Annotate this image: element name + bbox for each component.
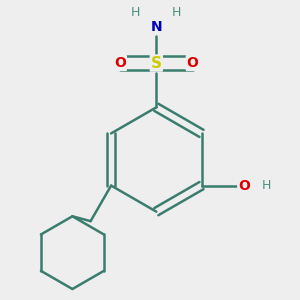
- Text: O: O: [238, 178, 250, 193]
- Text: H: H: [131, 6, 140, 19]
- Text: N: N: [151, 20, 162, 34]
- Text: S: S: [151, 56, 162, 70]
- Text: O: O: [114, 56, 126, 70]
- Text: H: H: [172, 6, 182, 19]
- Text: H: H: [262, 179, 271, 192]
- Text: O: O: [187, 56, 199, 70]
